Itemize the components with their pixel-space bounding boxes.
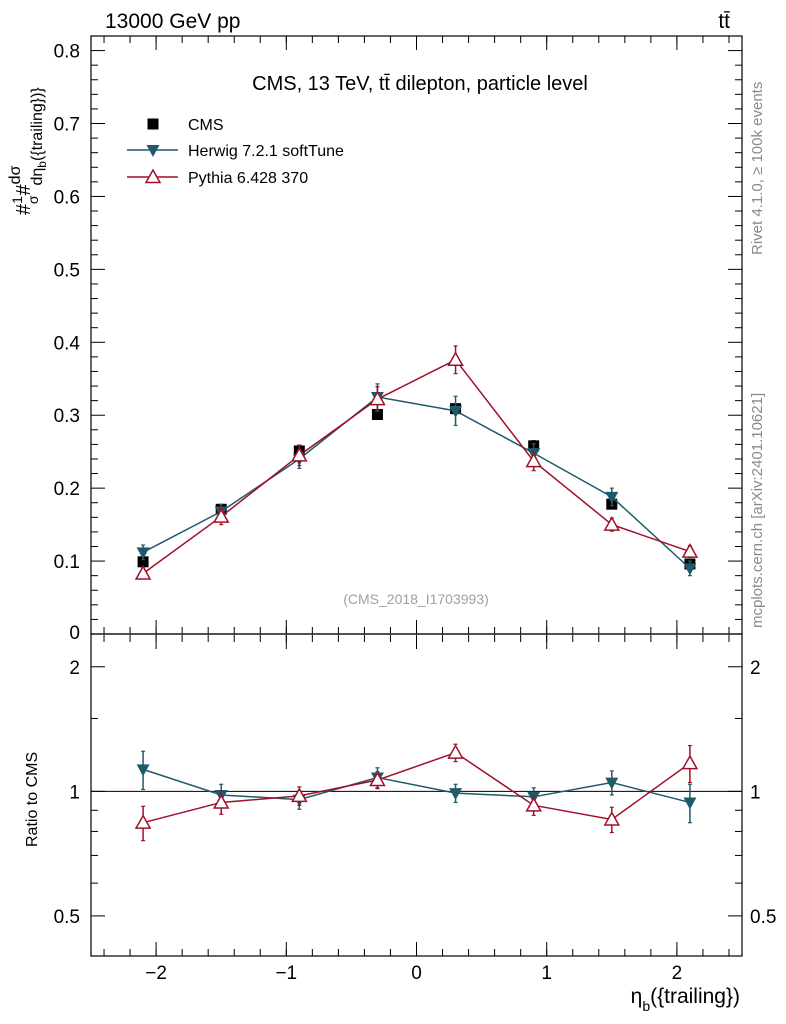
x-tick-label: −1 — [275, 963, 297, 984]
y-tick-label: 0.7 — [54, 115, 80, 136]
y-tick-label: 0.2 — [54, 479, 80, 500]
legend-cms-label: CMS — [188, 117, 224, 134]
y-tick-label: 0 — [69, 623, 80, 644]
herwig-point — [605, 491, 619, 504]
herwig-ratio-point — [136, 764, 150, 777]
pythia-point — [212, 508, 230, 523]
pythia-line — [142, 358, 691, 575]
herwig-ratio-point — [605, 777, 619, 790]
x-tick-label: 1 — [541, 963, 552, 984]
analysis-watermark: (CMS_2018_I1703993) — [343, 591, 489, 607]
legend-herwig-label: Herwig 7.2.1 softTune — [188, 143, 344, 160]
axes: −2 −1 0 1 2 0.1 0.2 0.3 0.4 0.5 0.6 0.7 0.8 0 0.5 0.5 1 1… — [54, 36, 776, 984]
herwig-ratio-point — [449, 788, 463, 801]
pythia-point — [603, 516, 621, 531]
x-axis-title: ηb({trailing}) — [631, 985, 740, 1014]
pythia-ratio-point — [369, 771, 386, 787]
x-tick-label: 2 — [672, 963, 683, 984]
pythia-ratio-point — [603, 810, 621, 826]
pythia-point — [134, 564, 152, 580]
ratio-series — [134, 743, 699, 842]
legend-pythia-marker — [144, 168, 162, 184]
pythia-ratio-point — [212, 793, 230, 809]
herwig-line — [142, 396, 691, 569]
x-tick-label: −2 — [145, 963, 167, 984]
herwig-ratio-point — [683, 797, 697, 810]
x-tick-label: 0 — [411, 963, 422, 984]
legend-herwig-marker — [146, 145, 160, 157]
main-series — [134, 345, 699, 580]
ratio-tick-label-right: 0.5 — [750, 907, 776, 928]
energy-label: 13000 GeV pp — [105, 10, 240, 33]
pythia-ratio-point — [525, 796, 542, 812]
ratio-y-axis-title: Ratio to CMS — [24, 752, 41, 847]
y-tick-label: 0.8 — [54, 42, 80, 63]
rivet-label: Rivet 4.1.0, ≥ 100k events — [749, 82, 766, 255]
ratio-plot-frame — [90, 633, 743, 957]
y-axis-title: #1σ#dσ dηb({trailing})} — [7, 87, 49, 215]
mcplots-label: mcplots.cern.ch [arXiv:2401.10621] — [749, 393, 766, 628]
ratio-tick-label-right: 1 — [750, 782, 761, 803]
ratio-tick-label: 1 — [69, 782, 80, 803]
herwig-point — [449, 405, 463, 418]
pythia-point — [291, 446, 308, 462]
chart-title: CMS, 13 TeV, tt̄ dilepton, particle leve… — [252, 73, 588, 95]
process-label: tt̄ — [718, 10, 730, 33]
y-tick-label: 0.3 — [54, 406, 80, 427]
pythia-point — [447, 351, 464, 367]
herwig-ratio-line — [142, 768, 691, 804]
ratio-tick-label-right: 2 — [750, 658, 761, 679]
y-tick-label: 0.4 — [54, 333, 81, 354]
pythia-ratio-point — [447, 744, 464, 759]
cms-point — [371, 408, 383, 420]
legend-cms-marker — [147, 118, 159, 130]
legend-pythia-label: Pythia 6.428 370 — [188, 170, 308, 187]
pythia-ratio-line — [142, 751, 691, 824]
y-tick-label: 0.1 — [54, 552, 80, 573]
pythia-ratio-point — [134, 814, 152, 829]
herwig-point — [683, 563, 697, 576]
cms-point — [137, 556, 149, 568]
y-tick-label: 0.6 — [54, 187, 80, 208]
herwig-point — [136, 547, 150, 560]
pythia-point — [525, 452, 542, 468]
legend: CMS Herwig 7.2.1 softTune Pythia 6.428 370 — [127, 117, 344, 187]
ratio-tick-label: 2 — [69, 658, 80, 679]
pythia-ratio-point — [681, 754, 699, 770]
ratio-tick-label: 0.5 — [54, 907, 80, 928]
pythia-point — [369, 390, 386, 406]
pythia-ratio-point — [291, 787, 308, 803]
y-tick-label: 0.5 — [54, 260, 80, 281]
pythia-point — [681, 543, 699, 558]
